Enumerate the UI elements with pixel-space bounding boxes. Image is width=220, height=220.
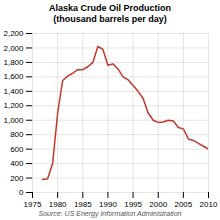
svg-text:2000: 2000 [149, 200, 167, 209]
svg-text:1,000: 1,000 [3, 115, 24, 124]
svg-text:2,200: 2,200 [3, 29, 24, 38]
svg-text:1,200: 1,200 [3, 101, 24, 110]
svg-text:400: 400 [10, 159, 24, 168]
svg-text:1,400: 1,400 [3, 86, 24, 95]
svg-text:1980: 1980 [49, 200, 67, 209]
svg-text:1985: 1985 [74, 200, 92, 209]
svg-text:600: 600 [10, 144, 24, 153]
svg-text:800: 800 [10, 130, 24, 139]
svg-text:1995: 1995 [124, 200, 142, 209]
svg-text:1975: 1975 [24, 200, 42, 209]
html-text:Alaska Crude Oil Production (t: Alaska Crude Oil Production (thousand ba… [49, 3, 171, 24]
svg-text:2,000: 2,000 [3, 43, 24, 52]
svg-text:200: 200 [10, 173, 24, 182]
svg-text:2005: 2005 [174, 200, 192, 209]
svg-text:1990: 1990 [99, 200, 117, 209]
svg-text:0: 0 [19, 188, 24, 197]
svg-text:1,800: 1,800 [3, 58, 24, 67]
html-text:Source: US Energy Information: Source: US Energy Information Administra… [38, 209, 182, 217]
svg-text:2010: 2010 [200, 200, 218, 209]
svg-text:1,600: 1,600 [3, 72, 24, 81]
